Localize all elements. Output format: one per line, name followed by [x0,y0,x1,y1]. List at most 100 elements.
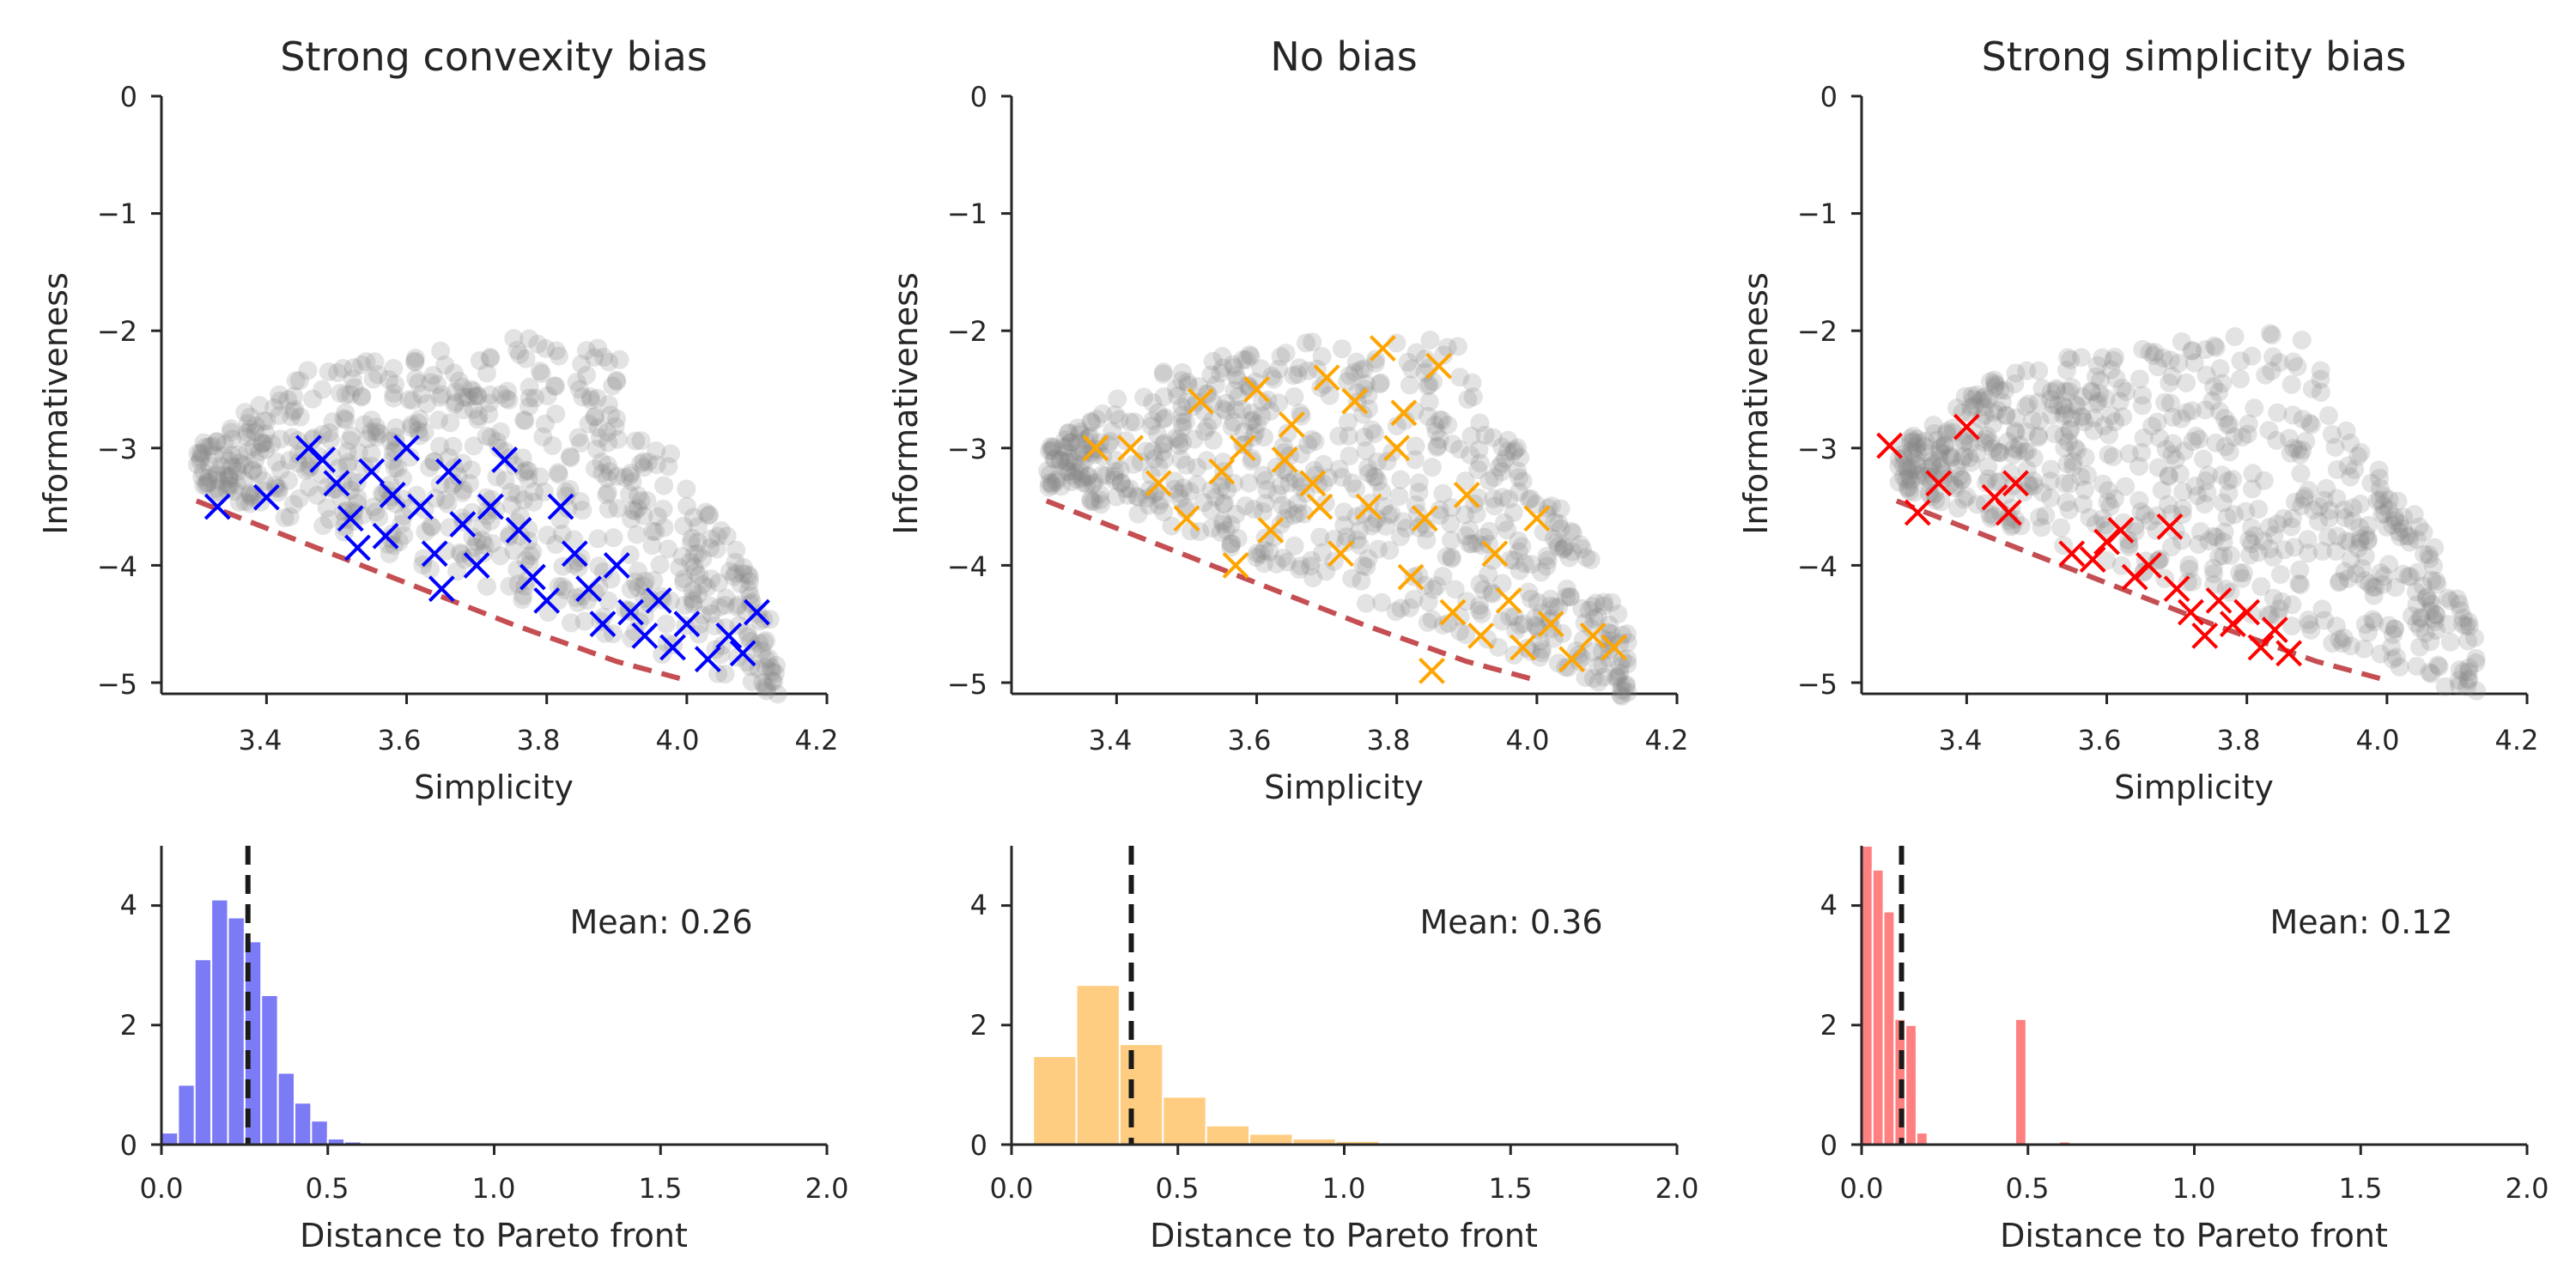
background-point [2104,350,2123,370]
background-point [270,385,289,404]
background-point [481,428,501,447]
background-point [1188,458,1207,477]
background-point [1058,452,1078,471]
background-point [683,507,703,527]
background-point [400,447,420,467]
background-point [1068,418,1088,438]
background-point [1479,471,1499,490]
background-point [693,574,713,594]
background-point [1905,483,1924,502]
background-point [2338,568,2358,588]
background-point [571,434,591,453]
background-point [1489,458,1509,477]
background-point [2322,424,2342,444]
background-point [626,431,646,451]
background-point [2159,466,2178,486]
x-tick-label: 3.6 [1228,724,1272,756]
background-point [2110,392,2129,411]
background-point [1510,561,1529,580]
background-point [498,381,518,401]
background-point [329,459,349,478]
background-point [634,506,653,526]
background-point [1405,450,1425,470]
background-point [597,485,617,505]
background-point [443,436,463,456]
x-tick-label: 0.5 [1156,1172,1200,1205]
x-tick-label: 3.6 [378,724,422,756]
background-point [2422,570,2442,590]
background-point [444,473,464,493]
background-point [254,471,274,490]
background-point [526,388,545,408]
background-point [1504,503,1523,523]
background-point [1509,468,1528,488]
background-point [756,650,776,670]
histogram-bar [1915,1132,1929,1145]
background-point [2060,420,2080,440]
background-point [2355,546,2375,566]
background-point [412,385,432,404]
background-point [421,516,440,536]
background-point [2293,410,2312,429]
background-point [682,528,702,548]
background-point [392,514,411,534]
background-point [1178,375,1198,395]
background-point [592,453,611,472]
background-point [454,387,474,407]
background-point [2105,489,2124,508]
background-point [1356,374,1376,394]
background-point [1460,520,1479,540]
background-point [1272,476,1291,495]
background-point [300,477,319,497]
background-point [1170,435,1189,455]
background-point [278,471,298,490]
background-point [1046,471,1066,491]
background-point [1288,494,1308,513]
background-point [1143,410,1163,430]
background-point [283,402,303,422]
background-point [1226,366,1246,386]
background-point [1156,408,1176,428]
background-point [702,604,721,623]
background-point [2057,454,2077,474]
background-point [574,611,594,631]
background-point [2245,526,2264,545]
background-point [1975,405,1995,425]
background-point [2374,486,2394,506]
background-point [738,564,757,584]
background-point [388,459,408,478]
background-point [530,467,550,487]
background-point [366,502,386,522]
background-point [1137,489,1157,508]
background-point [2421,594,2441,614]
background-point [392,468,412,488]
background-point [2094,416,2114,435]
histogram-bar [276,1072,295,1145]
background-point [2032,518,2051,538]
background-point [2196,400,2215,420]
background-point [2440,632,2460,652]
background-point [2262,325,2281,345]
histogram-bar [227,916,246,1146]
background-point [1172,362,1192,382]
background-point [430,474,450,494]
background-point [1255,428,1274,447]
background-point [464,399,483,419]
background-point [1455,505,1475,525]
background-point [2314,490,2334,510]
background-point [1508,461,1528,481]
background-point [621,463,641,483]
background-point [2438,588,2458,608]
background-point [1442,549,1461,568]
background-point [1985,377,2005,397]
background-point [313,516,333,536]
background-point [1351,361,1370,380]
background-point [1902,459,1922,479]
background-point [2177,373,2196,392]
highlight-marker [1390,399,1418,427]
background-point [2336,531,2356,550]
background-point [2206,337,2226,357]
background-point [1051,477,1071,496]
background-point [1401,359,1421,379]
x-tick-label: 3.8 [517,724,561,756]
